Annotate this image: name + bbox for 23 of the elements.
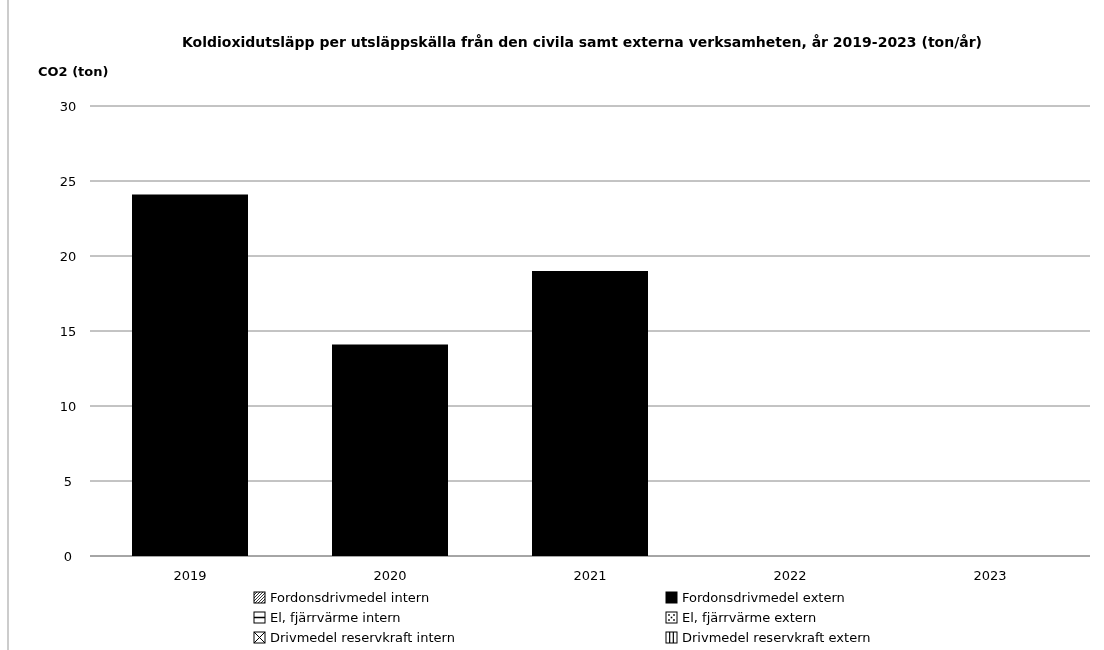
legend-label: Drivmedel reservkraft extern [682,630,871,645]
legend-label: El, fjärrvärme extern [682,610,817,625]
x-tick-label: 2021 [573,568,607,583]
legend-label: Drivmedel reservkraft intern [270,630,455,645]
chart-title: Koldioxidutsläpp per utsläppskälla från den civila samt externa verksamheten, år 2019-2023 (ton/år) [181,34,983,50]
y-tick-label: 25 [59,174,77,189]
x-tick-label: 2019 [173,568,207,583]
legend-label: Fordonsdrivmedel extern [682,590,845,605]
y-tick-label: 0 [63,549,73,564]
y-tick-label: 15 [59,324,77,339]
y-tick-label: 20 [59,249,77,264]
y-tick-label: 5 [63,474,73,489]
x-tick-label: 2023 [973,568,1007,583]
bar [532,271,648,556]
y-tick-label: 30 [59,99,77,114]
y-axis-title: CO2 (ton) [38,64,109,79]
x-tick-label: 2022 [773,568,807,583]
y-tick-label: 10 [59,399,77,414]
bar [332,344,448,556]
x-tick-label: 2020 [373,568,407,583]
legend-label: El, fjärrvärme intern [270,610,401,625]
bar [132,194,248,556]
legend-label: Fordonsdrivmedel intern [270,590,430,605]
